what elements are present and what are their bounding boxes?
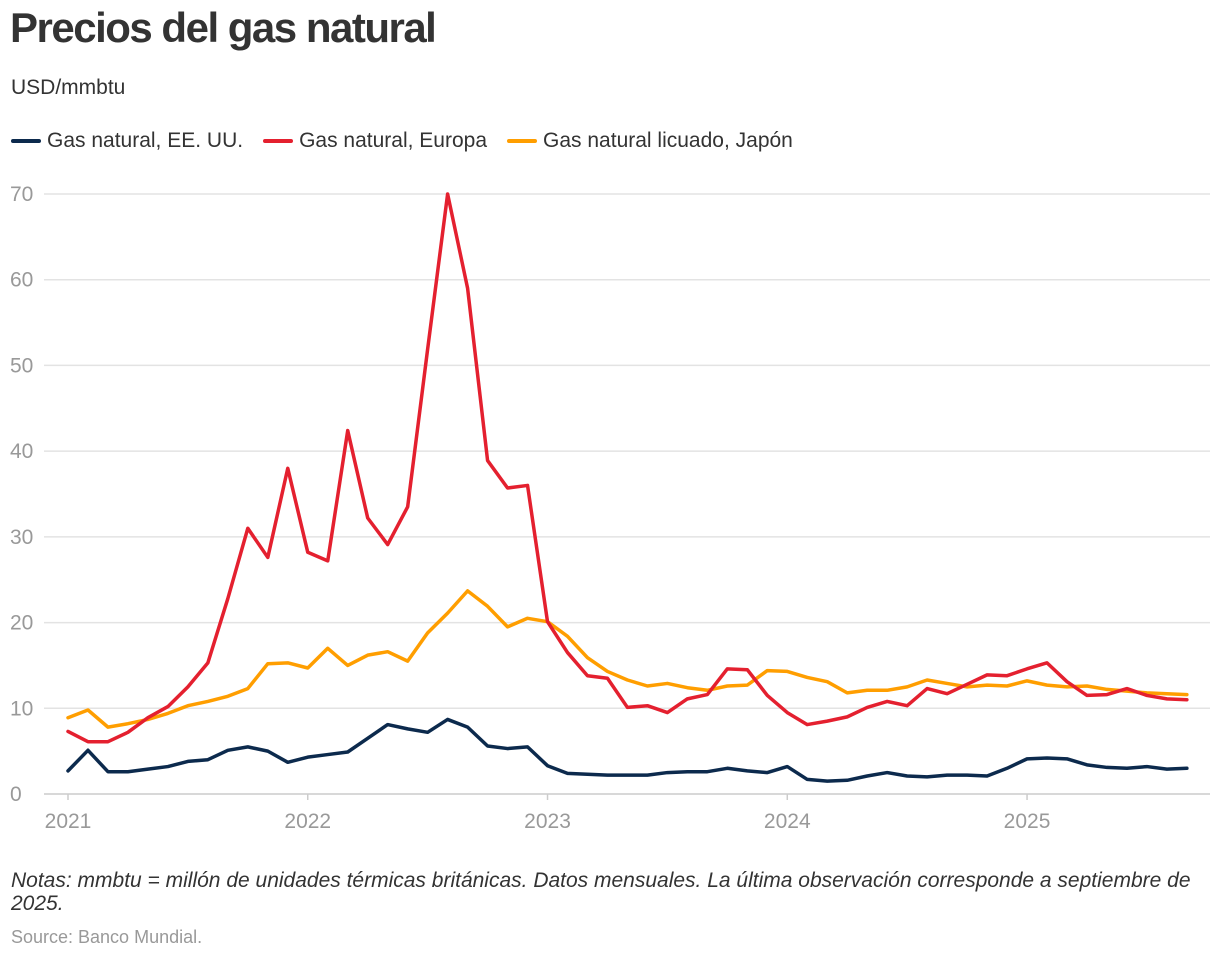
y-tick-label-60: 60 [10, 269, 33, 292]
legend-label-us: Gas natural, EE. UU. [47, 129, 244, 152]
y-tick-label-50: 50 [10, 354, 33, 377]
y-tick-label-10: 10 [10, 697, 33, 720]
line-chart: 0 10 20 30 40 50 60 70 2021 2022 2023 2024 2025 [10, 183, 1210, 833]
y-tick-label-70: 70 [10, 183, 33, 206]
chart-legend: Gas natural, EE. UU. Gas natural, Europa… [11, 129, 813, 153]
legend-label-japan: Gas natural licuado, Japón [543, 129, 793, 152]
legend-item-europe: Gas natural, Europa [263, 129, 487, 153]
y-tick-label-0: 0 [10, 783, 22, 806]
legend-label-europe: Gas natural, Europa [299, 129, 488, 152]
axis-layer: 0 10 20 30 40 50 60 70 2021 2022 2023 2024 2025 [10, 183, 1050, 833]
x-tick-label-2021: 2021 [45, 810, 92, 833]
series-line-europe [66, 192, 1189, 744]
legend-swatch-europe [263, 139, 294, 143]
chart-subtitle: USD/mmbtu [11, 76, 126, 99]
chart-notes: Notas: mmbtu = millón de unidades térmic… [11, 869, 1191, 915]
grid-layer [44, 193, 1210, 795]
y-tick-label-20: 20 [10, 612, 33, 635]
x-tick-label-2025: 2025 [1004, 810, 1051, 833]
legend-item-us: Gas natural, EE. UU. [11, 129, 243, 153]
chart-source: Source: Banco Mundial. [11, 927, 203, 947]
x-tick-label-2024: 2024 [764, 810, 811, 833]
y-tick-label-40: 40 [10, 440, 33, 463]
x-tick-label-2023: 2023 [524, 810, 571, 833]
chart-title: Precios del gas natural [10, 4, 437, 51]
series-line-japan [66, 589, 1189, 729]
x-tick-label-2022: 2022 [284, 810, 331, 833]
legend-swatch-japan [507, 139, 538, 143]
legend-swatch-us [11, 139, 41, 143]
legend-item-japan: Gas natural licuado, Japón [507, 129, 793, 153]
y-tick-label-30: 30 [10, 526, 33, 549]
series-line-us [66, 717, 1189, 783]
series-layer [66, 192, 1189, 783]
